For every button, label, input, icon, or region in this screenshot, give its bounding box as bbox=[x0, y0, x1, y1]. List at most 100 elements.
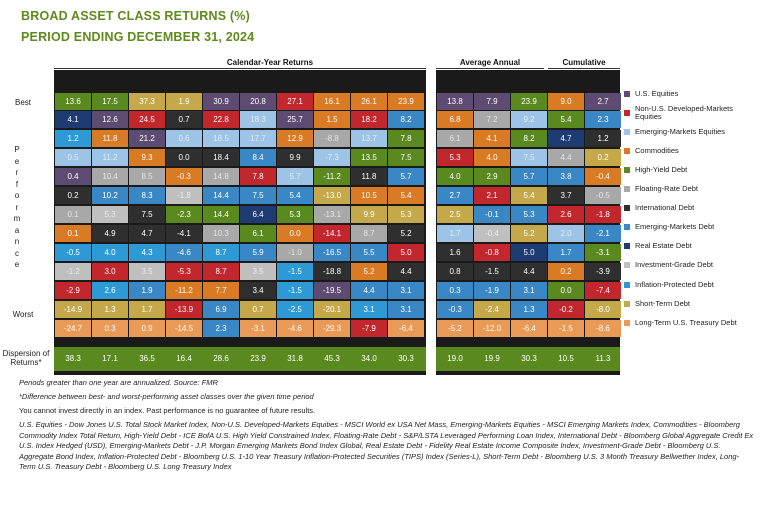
return-cell: 3.1 bbox=[351, 301, 387, 318]
legend-label: Real Estate Debt bbox=[635, 241, 692, 251]
return-cell: -20.1 bbox=[314, 301, 350, 318]
return-cell: -8.6 bbox=[585, 320, 621, 337]
return-cell: 0.0 bbox=[548, 282, 584, 299]
return-cell: 21.2 bbox=[129, 130, 165, 147]
legend-label: Short-Term Debt bbox=[635, 298, 691, 308]
return-cell: 5.3 bbox=[277, 206, 313, 223]
return-cell: 0.1 bbox=[55, 225, 91, 242]
return-cell: -14.9 bbox=[55, 301, 91, 318]
return-cell: -2.1 bbox=[585, 225, 621, 242]
return-cell: 3.1 bbox=[388, 301, 424, 318]
return-cell: -8.8 bbox=[314, 130, 350, 147]
legend-item: Short-Term Debt bbox=[624, 294, 690, 313]
return-cell: 18.4 bbox=[203, 149, 239, 166]
return-cell: -3.1 bbox=[585, 244, 621, 261]
return-cell: 0.0 bbox=[166, 149, 202, 166]
dispersion-value: 36.5 bbox=[139, 354, 155, 363]
return-cell: 5.0 bbox=[388, 244, 424, 261]
dispersion-value: 19.9 bbox=[484, 354, 500, 363]
return-cell: 5.3 bbox=[92, 206, 128, 223]
dispersion-value: 31.8 bbox=[287, 354, 303, 363]
return-cell: 5.7 bbox=[277, 168, 313, 185]
return-cell: 13.6 bbox=[55, 93, 91, 110]
return-cell: 2.3 bbox=[203, 320, 239, 337]
return-cell: 14.4 bbox=[203, 206, 239, 223]
return-cell: 0.2 bbox=[585, 149, 621, 166]
footnote-invest: You cannot invest directly in an index. … bbox=[19, 406, 316, 415]
performance-letter: e bbox=[14, 260, 20, 269]
return-cell: 2.7 bbox=[585, 93, 621, 110]
return-cell: 5.4 bbox=[548, 111, 584, 128]
dispersion-bar-calendar bbox=[54, 347, 426, 371]
return-cell: -16.5 bbox=[314, 244, 350, 261]
return-cell: 7.9 bbox=[474, 93, 510, 110]
legend-label: Emerging-Markets Equities bbox=[635, 126, 726, 136]
return-cell: 27.1 bbox=[277, 93, 313, 110]
legend-swatch bbox=[624, 128, 630, 135]
return-cell: 5.7 bbox=[511, 168, 547, 185]
return-cell: -0.3 bbox=[437, 301, 473, 318]
legend-item: Emerging-Markets Debt bbox=[624, 218, 714, 237]
return-cell: 6.1 bbox=[437, 130, 473, 147]
return-cell: -6.4 bbox=[511, 320, 547, 337]
return-cell: 17.5 bbox=[92, 93, 128, 110]
dispersion-value: 30.3 bbox=[521, 354, 537, 363]
return-cell: 2.5 bbox=[437, 206, 473, 223]
return-cell: 4.0 bbox=[437, 168, 473, 185]
return-cell: 4.4 bbox=[511, 263, 547, 280]
legend-label: International Debt bbox=[635, 203, 695, 213]
return-cell: 4.0 bbox=[92, 244, 128, 261]
return-cell: -0.4 bbox=[585, 168, 621, 185]
return-cell: 7.2 bbox=[474, 111, 510, 128]
legend-item: Inflation-Protected Debt bbox=[624, 275, 714, 294]
return-cell: 4.0 bbox=[474, 149, 510, 166]
return-cell: 25.7 bbox=[277, 111, 313, 128]
return-cell: -13.1 bbox=[314, 206, 350, 223]
return-cell: -0.4 bbox=[474, 225, 510, 242]
performance-letter: c bbox=[15, 248, 19, 258]
return-cell: -2.4 bbox=[474, 301, 510, 318]
return-cell: -11.2 bbox=[314, 168, 350, 185]
return-cell: 0.7 bbox=[166, 111, 202, 128]
return-cell: -1.5 bbox=[277, 282, 313, 299]
return-cell: 11.2 bbox=[92, 149, 128, 166]
return-cell: -24.7 bbox=[55, 320, 91, 337]
return-cell: 3.8 bbox=[548, 168, 584, 185]
return-cell: 2.1 bbox=[474, 187, 510, 204]
return-cell: 8.2 bbox=[511, 130, 547, 147]
return-cell: -0.1 bbox=[474, 206, 510, 223]
return-cell: 1.2 bbox=[585, 130, 621, 147]
return-cell: 3.0 bbox=[92, 263, 128, 280]
return-cell: -0.8 bbox=[474, 244, 510, 261]
return-cell: 5.3 bbox=[437, 149, 473, 166]
return-cell: -1.5 bbox=[277, 263, 313, 280]
legend-item: U.S. Equities bbox=[624, 84, 678, 103]
return-cell: 2.6 bbox=[548, 206, 584, 223]
dispersion-value: 45.3 bbox=[324, 354, 340, 363]
return-cell: -12.0 bbox=[474, 320, 510, 337]
dispersion-value: 17.1 bbox=[102, 354, 118, 363]
legend-swatch bbox=[624, 109, 630, 116]
return-cell: 7.5 bbox=[129, 206, 165, 223]
return-cell: 23.9 bbox=[511, 93, 547, 110]
legend-item: Non-U.S. Developed-Markets Equities bbox=[624, 103, 760, 122]
legend-item: Floating-Rate Debt bbox=[624, 180, 698, 199]
return-cell: 4.4 bbox=[351, 282, 387, 299]
legend-item: Investment-Grade Debt bbox=[624, 256, 713, 275]
performance-letter: r bbox=[15, 168, 19, 177]
return-cell: -14.5 bbox=[166, 320, 202, 337]
return-cell: 0.9 bbox=[129, 320, 165, 337]
return-cell: 1.7 bbox=[548, 244, 584, 261]
return-cell: 5.5 bbox=[351, 244, 387, 261]
legend-item: High-Yield Debt bbox=[624, 160, 687, 179]
dispersion-value: 19.0 bbox=[447, 354, 463, 363]
return-cell: 1.3 bbox=[92, 301, 128, 318]
return-cell: -5.2 bbox=[437, 320, 473, 337]
return-cell: 4.1 bbox=[474, 130, 510, 147]
return-cell: 4.4 bbox=[548, 149, 584, 166]
legend-swatch bbox=[624, 205, 630, 212]
return-cell: 14.8 bbox=[203, 168, 239, 185]
return-cell: 18.3 bbox=[240, 111, 276, 128]
return-cell: -1.5 bbox=[474, 263, 510, 280]
return-cell: 9.0 bbox=[548, 93, 584, 110]
